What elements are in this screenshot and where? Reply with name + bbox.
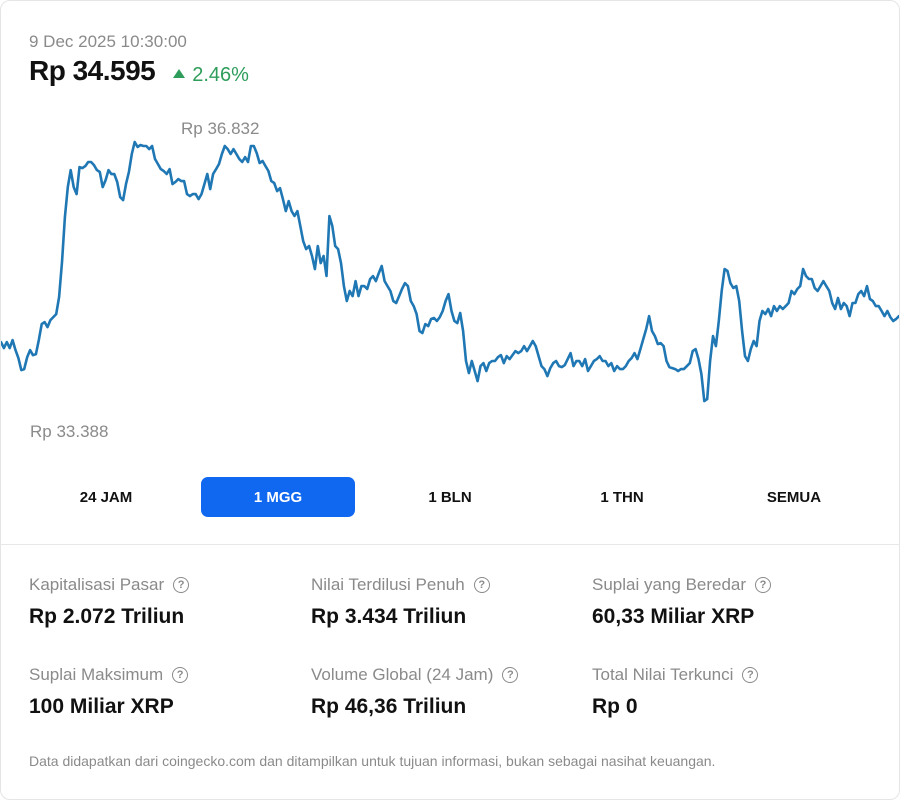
chart-min-label: Rp 33.388 [30, 422, 109, 441]
time-range-selector: 24 JAM 1 MGG 1 BLN 1 THN SEMUA [29, 477, 871, 517]
question-circle-icon[interactable]: ? [502, 667, 519, 683]
price-change-value: 2.46% [192, 64, 249, 86]
question-circle-icon[interactable]: ? [473, 577, 490, 593]
stat-value: Rp 46,36 Triliun [311, 695, 467, 718]
timestamp: 9 Dec 2025 10:30:00 [29, 32, 187, 51]
stat-value: 60,33 Miliar XRP [592, 605, 755, 628]
stat-value: Rp 2.072 Triliun [29, 605, 185, 628]
range-label: SEMUA [766, 488, 822, 506]
range-label: 1 THN [600, 488, 644, 506]
question-circle-icon[interactable]: ? [742, 667, 759, 683]
stat-max-supply: Suplai Maksimum? 100 Miliar XRP [29, 665, 299, 719]
section-divider [1, 544, 899, 545]
disclaimer: Data didapatkan dari coingecko.com dan d… [29, 753, 716, 769]
range-1-mgg-button[interactable]: 1 MGG [201, 477, 355, 517]
question-circle-icon[interactable]: ? [172, 667, 189, 683]
stat-label: Total Nilai Terkunci [592, 665, 734, 684]
stat-value: 100 Miliar XRP [29, 695, 174, 718]
price-change: 2.46% [173, 64, 249, 87]
stat-label: Nilai Terdilusi Penuh [311, 575, 465, 594]
stat-total-value-locked: Total Nilai Terkunci? Rp 0 [592, 665, 862, 719]
price-chart[interactable] [1, 101, 900, 451]
stat-label: Volume Global (24 Jam) [311, 665, 494, 684]
range-label: 1 BLN [428, 488, 472, 506]
stat-label: Suplai Maksimum [29, 665, 164, 684]
stat-fully-diluted-value: Nilai Terdilusi Penuh? Rp 3.434 Triliun [311, 575, 581, 629]
range-1-bln-button[interactable]: 1 BLN [373, 477, 527, 517]
stat-value: Rp 3.434 Triliun [311, 605, 467, 628]
stat-market-cap: Kapitalisasi Pasar? Rp 2.072 Triliun [29, 575, 299, 629]
range-24-jam-button[interactable]: 24 JAM [29, 477, 183, 517]
stat-value: Rp 0 [592, 695, 638, 718]
question-circle-icon[interactable]: ? [755, 577, 772, 593]
question-circle-icon[interactable]: ? [173, 577, 190, 593]
stat-global-volume: Volume Global (24 Jam)? Rp 46,36 Triliun [311, 665, 581, 719]
stat-circulating-supply: Suplai yang Beredar? 60,33 Miliar XRP [592, 575, 862, 629]
price-row: Rp 34.595 2.46% [29, 55, 249, 87]
range-1-thn-button[interactable]: 1 THN [545, 477, 699, 517]
stat-label: Kapitalisasi Pasar [29, 575, 165, 594]
current-price: Rp 34.595 [29, 55, 156, 86]
chart-max-label: Rp 36.832 [181, 119, 260, 138]
price-line [1, 140, 899, 403]
range-semua-button[interactable]: SEMUA [717, 477, 871, 517]
range-label: 1 MGG [253, 488, 303, 506]
triangle-up-icon [173, 69, 186, 78]
range-label: 24 JAM [79, 488, 133, 506]
stat-label: Suplai yang Beredar [592, 575, 747, 594]
